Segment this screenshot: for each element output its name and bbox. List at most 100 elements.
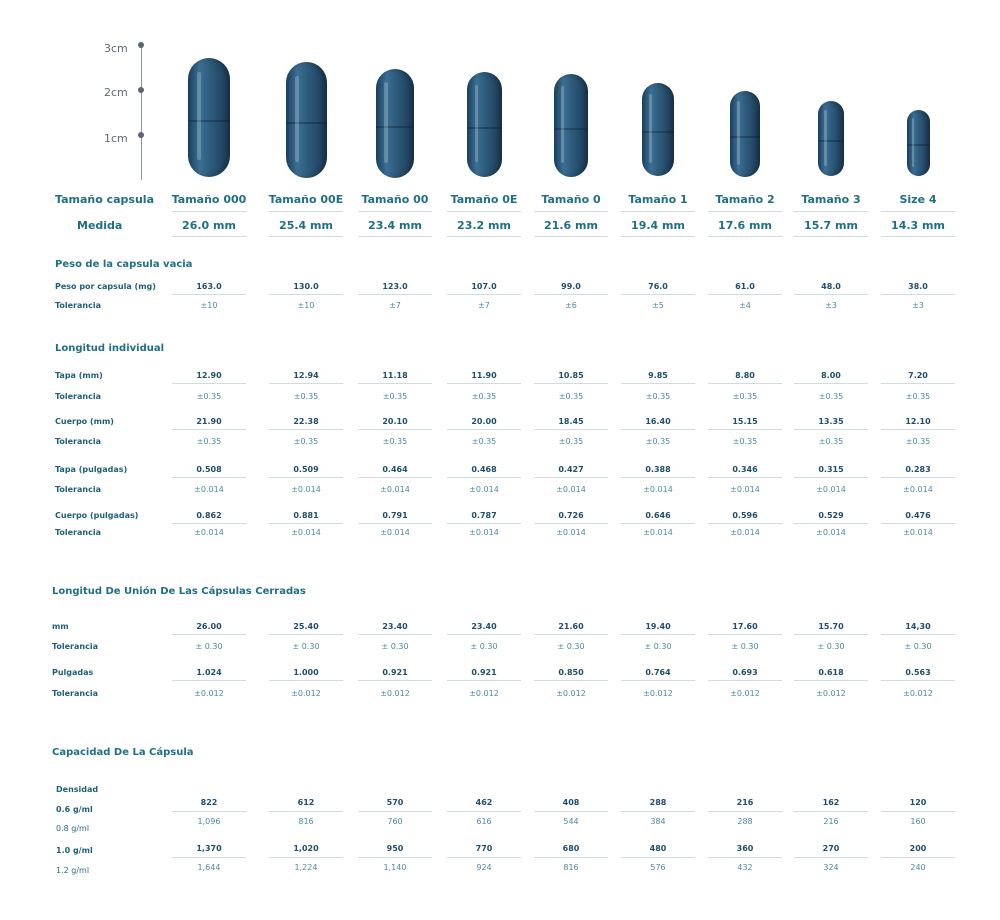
capsule-seam bbox=[730, 136, 760, 138]
cell-divider bbox=[172, 523, 246, 524]
cell-divider bbox=[358, 211, 432, 212]
cell-divider bbox=[881, 211, 955, 212]
density-row-label: 0.6 g/ml bbox=[56, 805, 93, 814]
table-cell: ±0.35 bbox=[196, 392, 222, 401]
cell-divider bbox=[269, 523, 343, 524]
size-header: Tamaño 0 bbox=[541, 193, 601, 206]
cell-divider bbox=[534, 477, 608, 478]
cell-divider bbox=[358, 680, 432, 681]
capacity-cell: 288 bbox=[649, 798, 667, 807]
capsule-image bbox=[376, 69, 414, 178]
cell-divider bbox=[447, 211, 521, 212]
table-cell: 99.0 bbox=[561, 282, 581, 291]
row-label: Pulgadas bbox=[52, 668, 94, 677]
table-cell: ±0.35 bbox=[382, 392, 408, 401]
table-cell: ± 0.30 bbox=[292, 642, 320, 651]
table-cell: ±0.014 bbox=[730, 528, 760, 537]
size-header: Tamaño 000 bbox=[171, 193, 247, 206]
table-cell: 22.38 bbox=[293, 417, 319, 426]
table-cell: 0.596 bbox=[732, 511, 758, 520]
table-cell: 0.427 bbox=[558, 465, 584, 474]
table-cell: 20.00 bbox=[471, 417, 497, 426]
table-cell: 21.60 bbox=[558, 622, 584, 631]
cell-divider bbox=[534, 383, 608, 384]
capacity-cell: 822 bbox=[200, 798, 218, 807]
cell-divider bbox=[621, 811, 695, 812]
ruler-label-2cm: 2cm bbox=[104, 86, 128, 99]
measure-value: 25.4 mm bbox=[279, 219, 333, 232]
table-cell: 19.40 bbox=[645, 622, 671, 631]
cell-divider bbox=[794, 211, 868, 212]
cell-divider bbox=[534, 634, 608, 635]
table-cell: 48.0 bbox=[821, 282, 841, 291]
cell-divider bbox=[172, 680, 246, 681]
ruler-tick-2cm bbox=[138, 87, 144, 93]
table-cell: 17.60 bbox=[732, 622, 758, 631]
capacity-cell: 1,020 bbox=[293, 844, 319, 853]
size-header: Tamaño 00 bbox=[361, 193, 429, 206]
table-cell: ±0.014 bbox=[730, 485, 760, 494]
cell-divider bbox=[269, 211, 343, 212]
table-cell: 0.791 bbox=[382, 511, 408, 520]
row-label: Tolerancia bbox=[55, 528, 101, 537]
capacity-cell: 544 bbox=[563, 817, 579, 826]
table-cell: ±0.014 bbox=[469, 528, 499, 537]
capsule-seam bbox=[466, 127, 502, 129]
table-cell: 123.0 bbox=[382, 282, 408, 291]
size-header: Tamaño 0E bbox=[450, 193, 518, 206]
cell-divider bbox=[447, 811, 521, 812]
table-cell: ±3 bbox=[912, 301, 924, 310]
cell-divider bbox=[708, 634, 782, 635]
capsule-highlight bbox=[474, 84, 478, 163]
row-label: mm bbox=[52, 622, 69, 631]
table-cell: ±10 bbox=[297, 301, 315, 310]
cell-divider bbox=[447, 429, 521, 430]
cell-divider bbox=[708, 383, 782, 384]
cell-divider bbox=[881, 236, 955, 237]
table-cell: ±10 bbox=[200, 301, 218, 310]
capacity-cell: 216 bbox=[823, 817, 839, 826]
table-cell: ±0.012 bbox=[469, 689, 499, 698]
table-cell: 25.40 bbox=[293, 622, 319, 631]
density-label: Densidad bbox=[56, 785, 99, 794]
table-cell: 21.90 bbox=[196, 417, 222, 426]
cell-divider bbox=[358, 294, 432, 295]
table-cell: 38.0 bbox=[908, 282, 928, 291]
capsule-image bbox=[730, 91, 760, 177]
cell-divider bbox=[794, 429, 868, 430]
cell-divider bbox=[447, 634, 521, 635]
capsule-seam bbox=[906, 144, 930, 146]
density-row-label: 1.0 g/ml bbox=[56, 846, 93, 855]
capacity-cell: 120 bbox=[909, 798, 927, 807]
table-cell: 16.40 bbox=[645, 417, 671, 426]
cell-divider bbox=[708, 294, 782, 295]
table-cell: ±0.35 bbox=[471, 392, 497, 401]
cell-divider bbox=[269, 857, 343, 858]
capacity-cell: 680 bbox=[562, 844, 580, 853]
capacity-cell: 200 bbox=[909, 844, 927, 853]
table-cell: ±0.012 bbox=[730, 689, 760, 698]
cell-divider bbox=[534, 680, 608, 681]
table-cell: ±0.35 bbox=[293, 392, 319, 401]
table-cell: 0.618 bbox=[818, 668, 844, 677]
table-cell: ±0.014 bbox=[194, 528, 224, 537]
cell-divider bbox=[621, 857, 695, 858]
size-header: Tamaño 1 bbox=[628, 193, 688, 206]
row-label: Tolerancia bbox=[55, 301, 101, 310]
capacity-cell: 760 bbox=[387, 817, 403, 826]
capsule-image bbox=[554, 74, 588, 177]
cell-divider bbox=[708, 236, 782, 237]
capacity-cell: 408 bbox=[562, 798, 580, 807]
table-cell: 0.509 bbox=[293, 465, 319, 474]
capsule-seam bbox=[554, 128, 588, 130]
table-cell: 23.40 bbox=[382, 622, 408, 631]
table-cell: 11.18 bbox=[382, 371, 408, 380]
capsule-image bbox=[188, 58, 230, 177]
capsule-highlight bbox=[737, 101, 740, 165]
table-cell: ±7 bbox=[389, 301, 401, 310]
table-cell: ± 0.30 bbox=[195, 642, 223, 651]
section-title: Peso de la capsula vacia bbox=[55, 259, 193, 270]
cell-divider bbox=[794, 634, 868, 635]
table-cell: 0.850 bbox=[558, 668, 584, 677]
size-header: Tamaño 2 bbox=[715, 193, 775, 206]
